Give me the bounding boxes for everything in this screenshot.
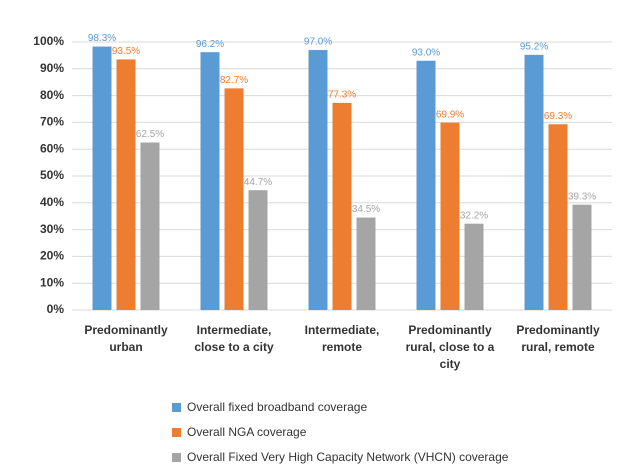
value-label: 62.5% (136, 129, 164, 140)
y-tick-label: 100% (33, 34, 64, 48)
bar (224, 88, 244, 310)
value-label: 39.3% (568, 191, 596, 202)
value-label: 44.7% (244, 177, 272, 188)
y-tick-label: 30% (40, 222, 64, 236)
bar (92, 46, 112, 310)
bar (524, 54, 544, 310)
value-label: 32.2% (460, 210, 488, 221)
bar (548, 124, 568, 310)
legend-item: Overall fixed broadband coverage (172, 400, 367, 414)
y-tick-label: 90% (40, 61, 64, 75)
value-label: 82.7% (220, 75, 248, 86)
legend-label: Overall fixed broadband coverage (187, 400, 368, 414)
legend-label: Overall NGA coverage (187, 425, 307, 439)
bar (356, 217, 376, 310)
x-tick-label: Intermediate, close to a city (194, 323, 274, 354)
x-tick-label: Intermediate, remote (304, 323, 380, 354)
bar (140, 142, 160, 310)
legend-swatch (172, 452, 181, 462)
value-label: 93.5% (112, 46, 140, 57)
bar (464, 223, 484, 310)
y-tick-label: 40% (40, 195, 64, 209)
bar (572, 204, 592, 310)
value-label: 97.0% (304, 37, 332, 48)
y-tick-label: 50% (40, 168, 64, 182)
value-label: 95.2% (520, 42, 548, 53)
value-label: 34.5% (352, 204, 380, 215)
y-tick-label: 60% (40, 141, 64, 155)
legend-label: Overall Fixed Very High Capacity Network… (187, 450, 509, 464)
y-tick-label: 70% (40, 115, 64, 129)
bar (116, 59, 136, 310)
value-label: 96.2% (196, 39, 224, 50)
y-tick-label: 10% (40, 275, 64, 289)
bar (416, 60, 436, 311)
x-tick-label: Predominantly rural, remote (516, 323, 600, 354)
value-label: 69.3% (544, 111, 572, 122)
legend-item: Overall Fixed Very High Capacity Network… (172, 450, 508, 464)
x-tick-label: Predominantly urban (84, 323, 168, 354)
bar (200, 52, 220, 311)
legend-item: Overall NGA coverage (172, 425, 306, 439)
bar (248, 190, 268, 310)
value-label: 93.0% (412, 47, 440, 58)
y-tick-label: 20% (40, 249, 64, 263)
legend-swatch (172, 402, 181, 412)
y-tick-label: 0% (47, 302, 65, 316)
bar (440, 122, 460, 310)
y-tick-label: 80% (40, 88, 64, 102)
bar (332, 102, 352, 310)
value-label: 69.9% (436, 109, 464, 120)
legend-swatch (172, 427, 181, 437)
value-label: 77.3% (328, 89, 356, 100)
bar (308, 50, 328, 310)
value-label: 98.3% (88, 33, 116, 44)
x-tick-label: Predominantly rural, close to a city (405, 323, 495, 371)
